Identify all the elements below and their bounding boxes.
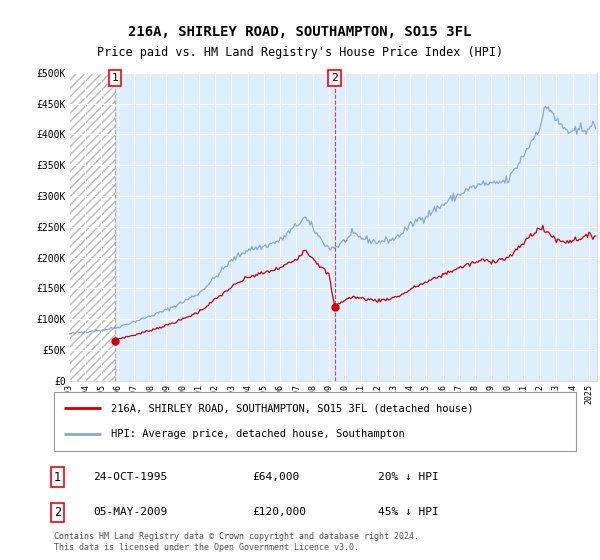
Text: 1: 1 [54, 470, 61, 484]
Text: 24-OCT-1995: 24-OCT-1995 [93, 472, 167, 482]
Text: Contains HM Land Registry data © Crown copyright and database right 2024.
This d: Contains HM Land Registry data © Crown c… [54, 532, 419, 552]
Text: 216A, SHIRLEY ROAD, SOUTHAMPTON, SO15 3FL (detached house): 216A, SHIRLEY ROAD, SOUTHAMPTON, SO15 3F… [112, 403, 474, 413]
Text: 45% ↓ HPI: 45% ↓ HPI [378, 507, 439, 517]
Text: 05-MAY-2009: 05-MAY-2009 [93, 507, 167, 517]
Text: HPI: Average price, detached house, Southampton: HPI: Average price, detached house, Sout… [112, 430, 405, 440]
Text: £120,000: £120,000 [252, 507, 306, 517]
Text: Price paid vs. HM Land Registry's House Price Index (HPI): Price paid vs. HM Land Registry's House … [97, 46, 503, 59]
Bar [69, 73, 115, 381]
Text: 216A, SHIRLEY ROAD, SOUTHAMPTON, SO15 3FL: 216A, SHIRLEY ROAD, SOUTHAMPTON, SO15 3F… [128, 25, 472, 39]
Text: £64,000: £64,000 [252, 472, 299, 482]
Text: 2: 2 [331, 73, 338, 83]
Text: 20% ↓ HPI: 20% ↓ HPI [378, 472, 439, 482]
Text: 2: 2 [54, 506, 61, 519]
Text: 1: 1 [112, 73, 118, 83]
